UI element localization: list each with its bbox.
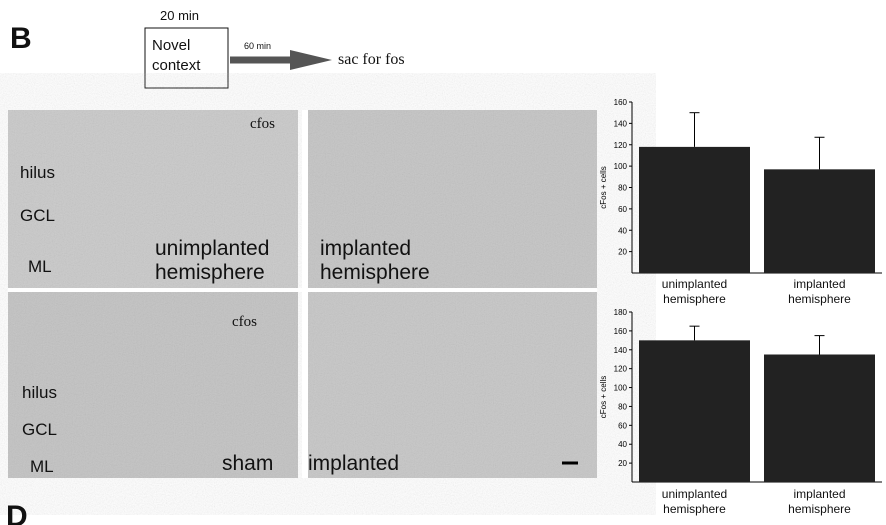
arrow-head xyxy=(290,50,332,70)
y-tick-label: 120 xyxy=(614,365,628,374)
y-tick-label: 20 xyxy=(618,248,627,257)
y-axis-label: cFos + cells xyxy=(599,376,608,418)
caption: sham xyxy=(222,452,274,475)
y-tick-label: 180 xyxy=(614,308,628,317)
y-axis-label: cFos + cells xyxy=(599,166,608,208)
y-tick-label: 140 xyxy=(614,346,628,355)
y-tick-label: 160 xyxy=(614,327,628,336)
y-tick-label: 140 xyxy=(614,119,628,128)
x-tick-label: implanted hemisphere xyxy=(788,487,851,516)
y-tick-label: 120 xyxy=(614,141,628,150)
region-label: hilus xyxy=(20,163,55,182)
caption: unimplanted hemisphere xyxy=(155,237,270,284)
bar xyxy=(639,340,750,482)
y-tick-label: 80 xyxy=(618,402,627,411)
bar xyxy=(764,169,875,273)
caption: implanted xyxy=(308,452,400,475)
endpoint-label: sac for fos xyxy=(338,51,405,68)
bar xyxy=(639,146,750,273)
box-label: Novel context xyxy=(152,37,201,74)
y-tick-label: 160 xyxy=(614,98,628,107)
caption: implanted hemisphere xyxy=(320,237,430,284)
y-tick-label: 20 xyxy=(618,459,627,468)
region-label: hilus xyxy=(22,383,57,402)
region-label: ML xyxy=(28,257,52,276)
y-tick-label: 40 xyxy=(618,440,627,449)
region-label: GCL xyxy=(22,420,57,439)
x-tick-label: unimplanted hemisphere xyxy=(661,487,728,516)
micrograph-images xyxy=(8,110,597,478)
panel-label: D xyxy=(6,500,28,525)
duration-label: 20 min xyxy=(160,8,200,23)
bar xyxy=(764,354,875,482)
delay-label: 60 min xyxy=(244,41,272,51)
y-tick-label: 40 xyxy=(618,226,627,235)
region-label: GCL xyxy=(20,206,55,225)
y-tick-label: 60 xyxy=(618,421,627,430)
y-tick-label: 80 xyxy=(618,184,627,193)
stain-label: cfos xyxy=(232,314,257,330)
panel-label: B xyxy=(10,22,32,55)
x-tick-label: unimplanted hemisphere xyxy=(661,277,728,306)
stain-label: cfos xyxy=(250,116,275,132)
y-tick-label: 100 xyxy=(614,162,628,171)
y-tick-label: 100 xyxy=(614,384,628,393)
protocol-box xyxy=(144,27,229,89)
y-tick-label: 60 xyxy=(618,205,627,214)
region-label: ML xyxy=(30,457,54,476)
x-tick-label: implanted hemisphere xyxy=(788,277,851,306)
